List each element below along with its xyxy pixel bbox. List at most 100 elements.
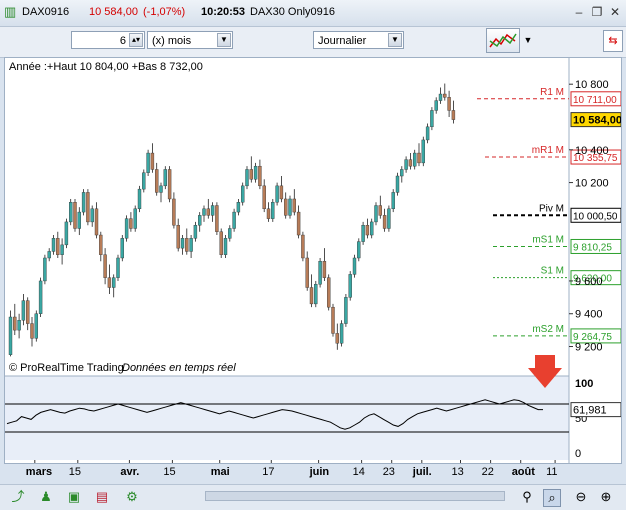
- chart-header: Année :+Haut 10 804,00 +Bas 8 732,00: [9, 61, 203, 73]
- title-bar: ▥ DAX0916 10 584,00 (-1,07%) 10:20:53 DA…: [0, 0, 626, 27]
- candle-body: [68, 202, 73, 223]
- candle-body: [223, 238, 228, 255]
- footer-brand: © ProRealTime Trading: [9, 362, 124, 374]
- period-spinner-icon[interactable]: ▴▾: [129, 33, 143, 47]
- chevron-down-icon[interactable]: ▼: [388, 33, 402, 47]
- layout-icon[interactable]: ▤: [95, 489, 109, 504]
- candle-body: [245, 169, 249, 187]
- date-label: 14: [352, 466, 365, 478]
- candle-body: [352, 257, 357, 275]
- candle: [322, 248, 327, 281]
- candle: [51, 235, 56, 255]
- restore-icon[interactable]: ❐: [591, 5, 603, 19]
- period-unit-select[interactable]: (x) mois ▼: [147, 31, 233, 49]
- zoom-out-icon[interactable]: ⊖: [575, 489, 587, 504]
- candle: [137, 185, 142, 213]
- candle: [206, 198, 211, 219]
- candle: [94, 202, 99, 239]
- price-tick-label: 9 400: [575, 309, 603, 321]
- candle-body: [339, 323, 344, 344]
- minimize-icon[interactable]: –: [575, 5, 583, 19]
- price-chart[interactable]: Année :+Haut 10 804,00 +Bas 8 732,00 © P…: [5, 58, 622, 463]
- pivot-value-label: 10 000,50: [573, 211, 618, 222]
- candle-body: [275, 185, 279, 203]
- date-label: juil.: [412, 466, 432, 478]
- candle: [167, 166, 172, 203]
- candle: [176, 218, 180, 252]
- chart-area[interactable]: Année :+Haut 10 804,00 +Bas 8 732,00 © P…: [4, 57, 622, 464]
- pivot-name: S1 M: [541, 266, 564, 277]
- candle-body: [365, 224, 370, 236]
- candle: [150, 143, 155, 173]
- date-label: août: [511, 466, 535, 478]
- change-label: (-1,07%): [143, 6, 186, 18]
- candle-body: [206, 208, 211, 216]
- candle: [447, 90, 451, 117]
- candle-body: [154, 169, 159, 193]
- candle-body: [327, 277, 331, 308]
- candle: [172, 192, 176, 229]
- candle-body: [197, 215, 202, 226]
- candle: [236, 198, 241, 216]
- candle: [438, 87, 443, 104]
- candle-body: [124, 218, 129, 239]
- candle: [391, 189, 395, 213]
- candle: [335, 323, 339, 350]
- candle-body: [404, 159, 408, 170]
- indicators-button[interactable]: [486, 28, 520, 53]
- zoom-in-icon[interactable]: ⊕: [600, 489, 612, 504]
- chart-toolbar: 6 ▴▾ (x) mois ▼ Journalier ▼ ▼ ⇆: [0, 27, 626, 58]
- candle: [189, 235, 193, 258]
- price-tick-label: 10 400: [575, 145, 609, 157]
- candle-body: [443, 93, 447, 98]
- candle: [228, 225, 232, 242]
- timeframe-select[interactable]: Journalier ▼: [313, 31, 404, 49]
- horizontal-scrollbar[interactable]: [205, 491, 505, 501]
- symbol-label: DAX0916: [22, 6, 70, 18]
- candle-body: [21, 300, 26, 321]
- settings-icon[interactable]: ⚙: [126, 489, 138, 504]
- pivot-value-label: 10 711,00: [573, 95, 617, 106]
- candle-body: [172, 198, 176, 226]
- candle: [352, 254, 357, 278]
- candle-body: [120, 238, 125, 259]
- candle-body: [86, 192, 90, 223]
- bottom-toolbar: ⤴ ♟ ▣ ▤ ⚙ ⚲ ⌕ ⊖ ⊕: [0, 484, 626, 510]
- candle-body: [387, 208, 391, 229]
- price-label: 10 584,00: [89, 6, 138, 18]
- draw-line-icon[interactable]: ⤴: [11, 489, 25, 504]
- candle: [348, 271, 352, 301]
- candle: [413, 149, 417, 170]
- candle-body: [202, 208, 206, 216]
- period-value-input[interactable]: 6 ▴▾: [71, 31, 145, 49]
- date-label: 15: [163, 466, 176, 478]
- candle-body: [215, 205, 219, 232]
- candle-body: [434, 100, 438, 111]
- pivot-value-label: 9 810,25: [573, 242, 612, 253]
- candle-body: [253, 165, 258, 180]
- candle: [64, 218, 69, 249]
- candle-body: [60, 244, 64, 255]
- cursor-tool-icon[interactable]: ⚲: [522, 489, 532, 504]
- candle: [223, 235, 228, 258]
- scroll-to-end-button[interactable]: ⇆: [603, 30, 623, 52]
- candle-body: [374, 205, 378, 223]
- chevron-down-icon[interactable]: ▼: [217, 33, 231, 47]
- candle: [408, 153, 413, 170]
- chart-type-icon[interactable]: ▥: [4, 4, 17, 19]
- close-icon[interactable]: ✕: [609, 5, 621, 19]
- candle-body: [370, 221, 374, 236]
- candle-body: [344, 297, 348, 324]
- candle: [43, 254, 47, 285]
- candle: [185, 228, 189, 255]
- candle-body: [266, 208, 271, 219]
- indicators-dropdown-button[interactable]: ▼: [523, 35, 533, 45]
- candle: [430, 107, 434, 131]
- alert-icon[interactable]: ♟: [40, 489, 52, 504]
- candle: [425, 123, 430, 144]
- candle: [327, 274, 331, 311]
- candle-body: [185, 238, 189, 252]
- candle: [219, 228, 223, 258]
- zoom-area-icon[interactable]: ⌕: [543, 489, 561, 507]
- objects-icon[interactable]: ▣: [67, 489, 81, 504]
